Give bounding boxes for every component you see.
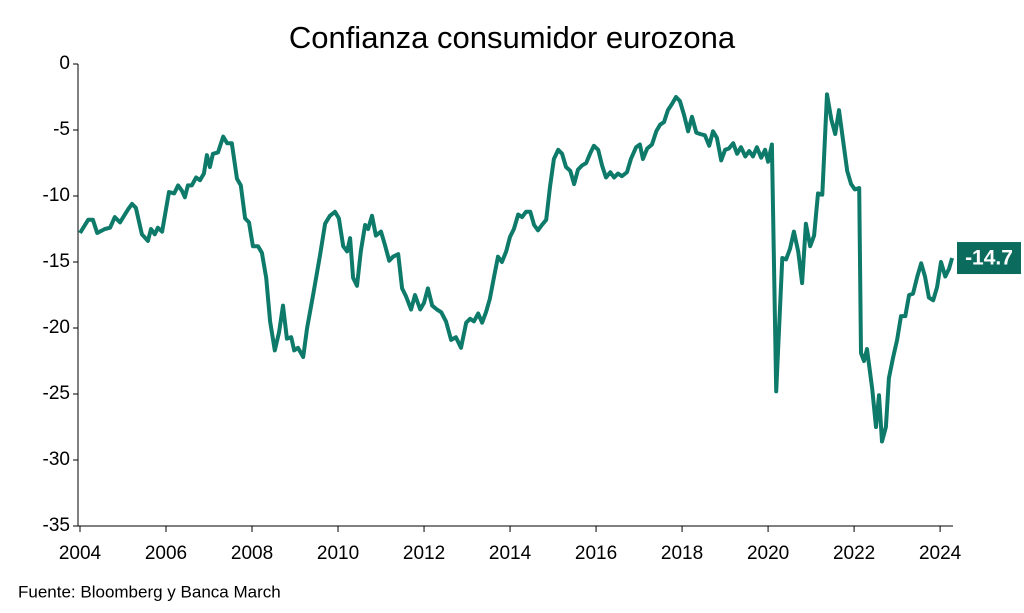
- chart-title: Confianza consumidor eurozona: [289, 20, 736, 55]
- y-tick-label: -15: [43, 251, 70, 272]
- y-tick-label: -35: [43, 515, 70, 536]
- x-tick-label: 2018: [661, 543, 703, 564]
- y-tick-label: -20: [43, 317, 70, 338]
- x-tick-label: 2014: [489, 543, 532, 564]
- x-tick-label: 2022: [833, 543, 875, 564]
- x-tick-label: 2006: [145, 543, 187, 564]
- x-tick-label: 2008: [231, 543, 273, 564]
- end-label: -14.7: [965, 247, 1013, 270]
- y-tick-label: -30: [43, 449, 70, 470]
- x-tick-label: 2010: [317, 543, 359, 564]
- x-tick-label: 2012: [403, 543, 445, 564]
- y-tick-label: -25: [43, 383, 70, 404]
- x-tick-label: 2024: [919, 543, 962, 564]
- data-line: [78, 92, 955, 444]
- y-tick-label: -10: [43, 185, 70, 206]
- x-tick-label: 2016: [575, 543, 617, 564]
- y-tick-label: 0: [59, 53, 70, 74]
- x-tick-label: 2004: [59, 543, 102, 564]
- y-tick-label: -5: [53, 119, 70, 140]
- source-note: Fuente: Bloomberg y Banca March: [18, 582, 281, 601]
- x-tick-label: 2020: [747, 543, 789, 564]
- end-label-box: [957, 242, 1021, 275]
